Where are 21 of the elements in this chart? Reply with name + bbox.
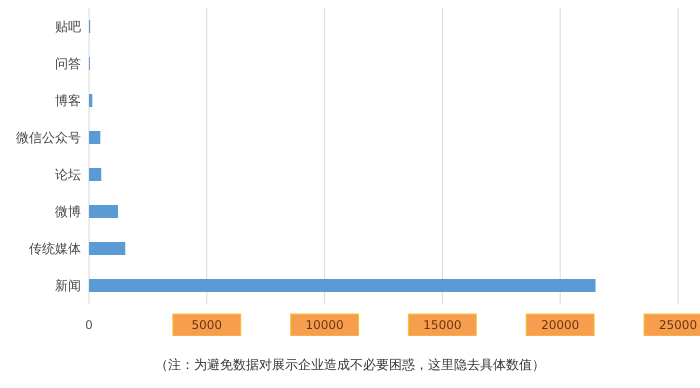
y-tick-label: 新闻 [55, 279, 81, 294]
y-tick-label: 微信公众号 [16, 131, 81, 146]
bar [89, 279, 596, 292]
y-tick-label: 博客 [55, 93, 81, 110]
y-tick-label: 论坛 [55, 168, 81, 184]
bar [89, 242, 126, 255]
x-tick-label: 0 [85, 318, 93, 332]
x-tick-label: 20000 [541, 318, 580, 332]
y-tick-label: 贴吧 [55, 20, 81, 36]
bar [89, 131, 100, 144]
x-tick-label: 25000 [658, 318, 698, 332]
x-tick-label: 5000 [192, 318, 222, 332]
bar [89, 168, 102, 181]
bar [89, 94, 92, 107]
bar [89, 205, 118, 218]
x-tick-label: 15000 [423, 318, 462, 332]
x-tick-label: 10000 [306, 318, 344, 332]
y-tick-label: 传统媒体 [29, 242, 81, 258]
y-tick-label: 微博 [55, 205, 81, 220]
y-tick-label: 问答 [55, 57, 81, 72]
text: （注：为避免数据对展示企业造成不必要困惑，这里隐去具体数值） [154, 357, 546, 374]
